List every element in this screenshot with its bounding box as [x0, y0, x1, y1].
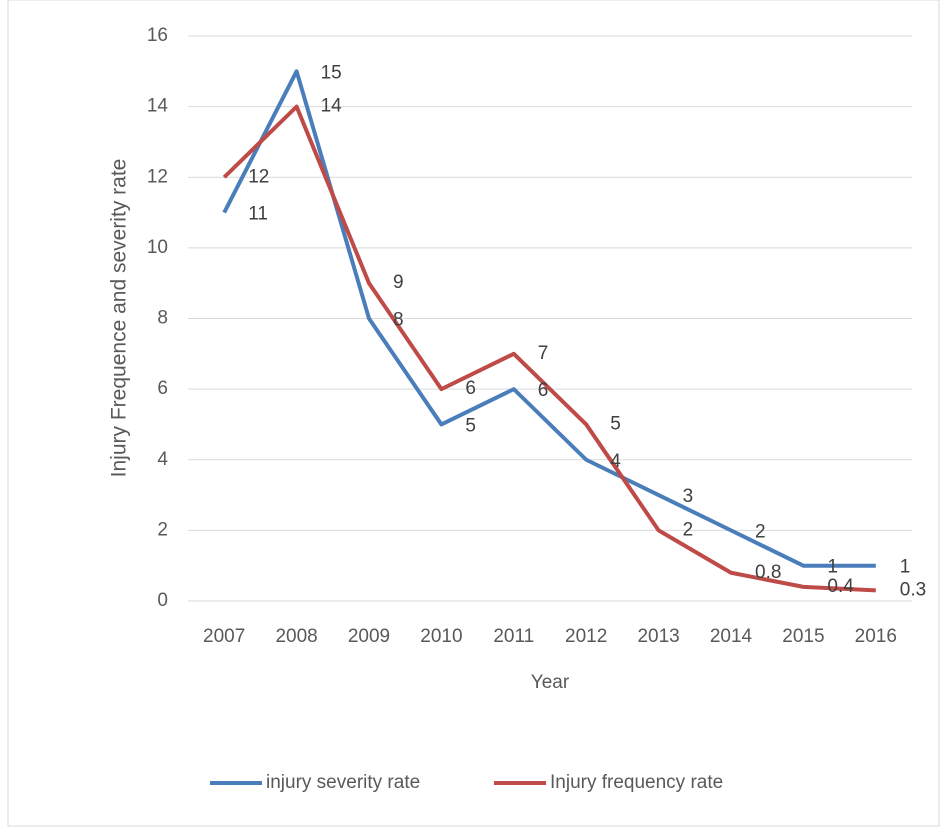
y-tick-label: 12	[147, 166, 168, 187]
data-label: 4	[610, 451, 621, 472]
y-tick-label: 6	[157, 378, 168, 399]
x-tick-label: 2012	[565, 626, 607, 647]
data-label: 1	[900, 557, 911, 578]
x-tick-label: 2014	[710, 626, 753, 647]
data-label: 11	[248, 204, 268, 225]
data-label: 0.8	[755, 562, 781, 583]
series-line	[222, 104, 876, 593]
y-tick-label: 16	[147, 25, 168, 46]
data-label: 0.4	[827, 576, 854, 597]
data-label: 15	[321, 62, 342, 83]
data-label: 3	[683, 486, 694, 507]
y-axis-label: Injury Frequence and severity rate	[108, 159, 131, 478]
legend-label: injury severity rate	[266, 772, 420, 793]
y-tick-label: 14	[147, 96, 169, 117]
legend-label: Injury frequency rate	[550, 772, 723, 793]
data-label: 7	[538, 343, 549, 364]
data-label: 12	[248, 166, 269, 187]
y-tick-label: 8	[157, 308, 168, 329]
x-axis-label: Year	[531, 672, 570, 693]
data-label: 5	[465, 415, 476, 436]
data-label: 14	[321, 96, 343, 117]
data-label: 8	[393, 310, 404, 331]
data-label: 0.3	[900, 579, 926, 600]
y-tick-label: 0	[157, 590, 168, 611]
x-tick-label: 2008	[275, 626, 317, 647]
x-tick-label: 2010	[420, 626, 462, 647]
data-label: 1	[827, 557, 838, 578]
x-tick-label: 2013	[637, 626, 679, 647]
data-label: 6	[538, 380, 549, 401]
x-tick-label: 2016	[855, 626, 897, 647]
x-tick-label: 2007	[203, 626, 245, 647]
x-tick-label: 2015	[782, 626, 824, 647]
x-tick-label: 2009	[348, 626, 390, 647]
data-label: 9	[393, 272, 404, 293]
y-tick-label: 10	[147, 237, 168, 258]
chart-frame	[7, 0, 940, 827]
x-tick-label: 2011	[493, 626, 534, 647]
data-label: 6	[465, 378, 476, 399]
y-tick-label: 2	[157, 519, 168, 540]
data-label: 2	[683, 519, 694, 540]
y-tick-label: 4	[157, 449, 168, 470]
data-label: 2	[755, 521, 766, 542]
data-label: 5	[610, 413, 621, 434]
